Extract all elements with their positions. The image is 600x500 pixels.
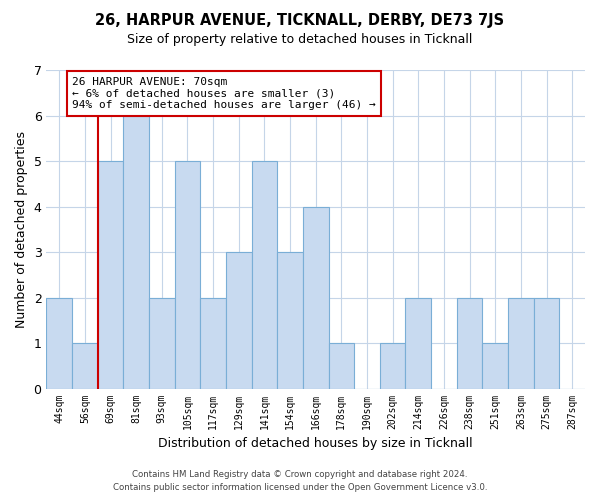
Text: 26, HARPUR AVENUE, TICKNALL, DERBY, DE73 7JS: 26, HARPUR AVENUE, TICKNALL, DERBY, DE73…	[95, 12, 505, 28]
Bar	[46, 298, 72, 388]
Bar	[226, 252, 251, 388]
Bar	[406, 298, 431, 388]
Text: Size of property relative to detached houses in Ticknall: Size of property relative to detached ho…	[127, 32, 473, 46]
Bar	[98, 161, 124, 388]
Text: Contains HM Land Registry data © Crown copyright and database right 2024.
Contai: Contains HM Land Registry data © Crown c…	[113, 470, 487, 492]
Bar	[508, 298, 534, 388]
Bar	[72, 343, 98, 388]
Bar	[380, 343, 406, 388]
Bar	[200, 298, 226, 388]
Bar	[457, 298, 482, 388]
Bar	[303, 206, 329, 388]
Bar	[175, 161, 200, 388]
Bar	[329, 343, 354, 388]
Bar	[482, 343, 508, 388]
Bar	[277, 252, 303, 388]
X-axis label: Distribution of detached houses by size in Ticknall: Distribution of detached houses by size …	[158, 437, 473, 450]
Y-axis label: Number of detached properties: Number of detached properties	[15, 131, 28, 328]
Bar	[124, 116, 149, 388]
Bar	[251, 161, 277, 388]
Text: 26 HARPUR AVENUE: 70sqm
← 6% of detached houses are smaller (3)
94% of semi-deta: 26 HARPUR AVENUE: 70sqm ← 6% of detached…	[72, 77, 376, 110]
Bar	[534, 298, 559, 388]
Bar	[149, 298, 175, 388]
